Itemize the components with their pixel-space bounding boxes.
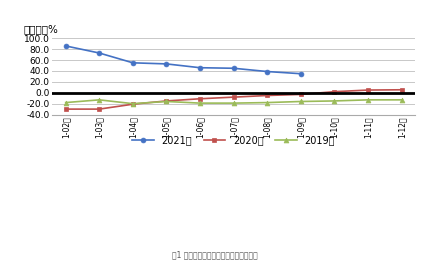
2020年 (97, 108, 102, 111)
Line: 2020年: 2020年 (63, 87, 404, 112)
2020年 (164, 99, 169, 102)
2020年 (264, 94, 270, 97)
2019年 (97, 98, 102, 101)
2020年 (63, 108, 68, 111)
2021年 (298, 72, 304, 75)
Legend: 2021年, 2020年, 2019年: 2021年, 2020年, 2019年 (129, 132, 339, 149)
2021年 (63, 44, 68, 48)
Y-axis label: 同比增速%: 同比增速% (23, 24, 58, 35)
2019年 (231, 102, 236, 105)
2019年 (63, 101, 68, 104)
2019年 (130, 102, 135, 105)
2020年 (298, 93, 304, 96)
2020年 (332, 90, 337, 93)
2021年 (130, 61, 135, 64)
2020年 (130, 103, 135, 106)
2021年 (97, 51, 102, 55)
2019年 (298, 100, 304, 103)
2019年 (197, 102, 203, 105)
2019年 (264, 101, 270, 104)
2021年 (164, 62, 169, 66)
2021年 (197, 66, 203, 69)
2019年 (164, 100, 169, 103)
2020年 (231, 96, 236, 99)
Line: 2019年: 2019年 (63, 98, 404, 106)
2019年 (332, 99, 337, 102)
Line: 2021年: 2021年 (63, 43, 303, 76)
2021年 (231, 67, 236, 70)
2020年 (366, 88, 371, 92)
2019年 (366, 98, 371, 101)
2020年 (399, 88, 404, 91)
2021年 (264, 70, 270, 73)
2019年 (399, 98, 404, 101)
Text: 图1 重点联系企业营业收入同比增速情况: 图1 重点联系企业营业收入同比增速情况 (172, 250, 258, 259)
2020年 (197, 97, 203, 100)
